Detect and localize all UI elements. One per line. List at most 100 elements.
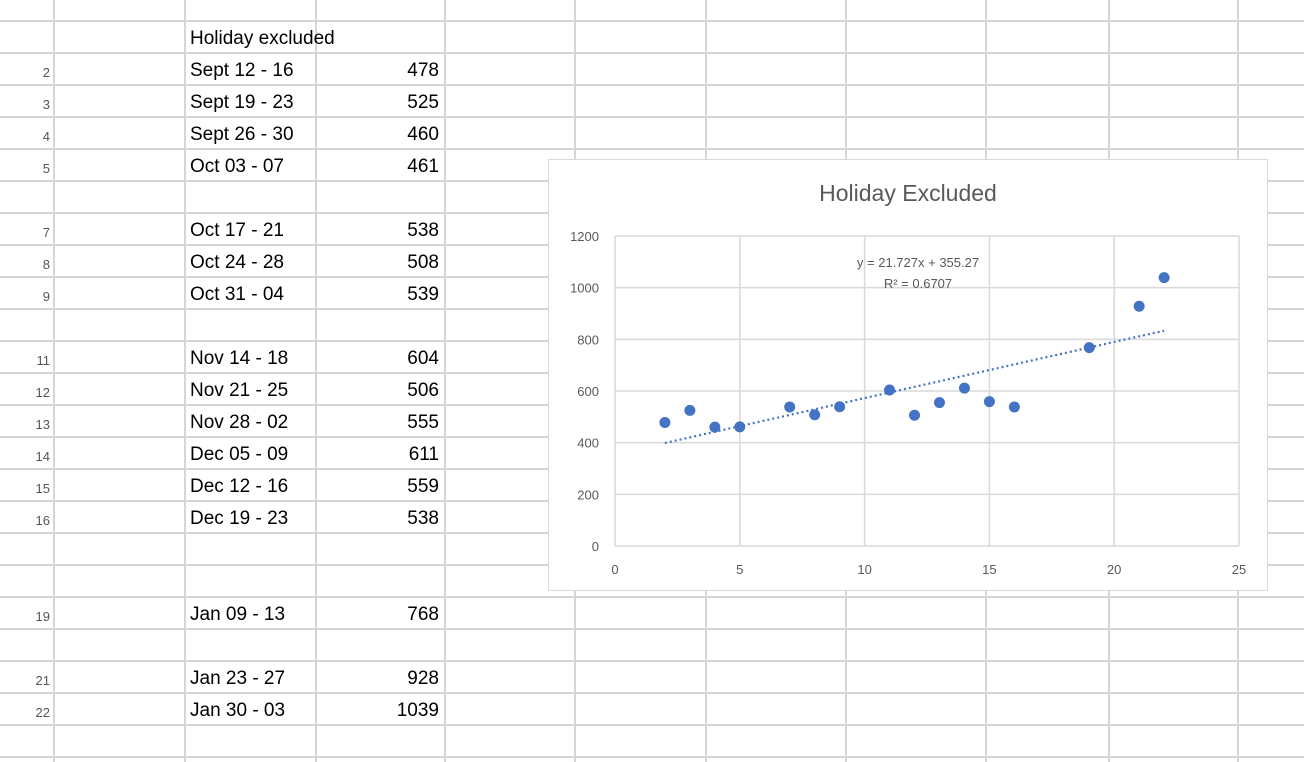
week-cell[interactable]: Dec 12 - 16 [190,476,289,497]
value-cell[interactable] [318,183,439,215]
row-gridline [0,660,1304,662]
row-number [0,185,50,217]
value-cell[interactable] [318,311,439,343]
x-tick-label: 10 [857,562,871,577]
row-number: 19 [35,609,50,624]
column-gridline [444,0,446,762]
row-gridline [0,756,1304,758]
week-cell[interactable]: Oct 31 - 04 [190,284,284,305]
chart-gridlines [614,235,1240,547]
row-number: 21 [35,673,50,688]
trendline-r2: R² = 0.6707 [884,276,952,291]
data-point [784,401,796,413]
value-cell[interactable]: 928 [407,668,439,689]
x-tick-label: 15 [982,562,996,577]
value-cell[interactable] [318,535,439,567]
data-point [809,409,821,421]
row-gridline [0,116,1304,118]
value-cell[interactable] [318,567,439,599]
value-cell[interactable]: 461 [407,156,439,177]
column-gridline [184,0,186,762]
row-number: 4 [42,129,50,144]
week-cell[interactable]: Nov 28 - 02 [190,412,289,433]
data-point [684,404,696,416]
value-cell[interactable]: 460 [407,124,439,145]
row-number: 22 [35,705,50,720]
data-point [834,401,846,413]
row-number: 3 [42,97,50,112]
data-point [1133,300,1145,312]
value-cell[interactable]: 555 [407,412,439,433]
value-cell[interactable]: 559 [407,476,439,497]
data-point [1008,401,1020,413]
row-number: 11 [36,353,51,368]
data-point [1158,272,1170,284]
value-cell[interactable]: 611 [408,444,439,465]
row-number: 7 [42,225,50,240]
column-gridline [315,0,317,762]
week-cell[interactable]: Jan 30 - 03 [190,700,286,721]
week-cell[interactable]: Sept 19 - 23 [190,92,294,113]
value-cell[interactable]: 538 [407,220,439,241]
value-cell[interactable]: 604 [407,348,439,369]
row-gridline [0,52,1304,54]
value-cell[interactable]: 506 [407,380,439,401]
week-cell[interactable]: Jan 23 - 27 [190,668,286,689]
y-axis-tick-labels: 0 200 400 600 800 1000 1200 [570,229,599,554]
row-number: 5 [42,161,50,176]
row-number: 16 [35,513,50,528]
row-number: 13 [35,417,50,432]
data-point [734,421,746,433]
value-cell[interactable] [318,631,439,663]
value-cell[interactable]: 538 [407,508,439,529]
week-cell[interactable]: Jan 09 - 13 [190,604,286,625]
value-cell[interactable]: 525 [407,92,439,113]
trendline-equation: y = 21.727x + 355.27 [857,255,979,270]
data-points [659,272,1170,433]
week-cell[interactable]: Nov 14 - 18 [190,348,289,369]
week-cell[interactable]: Oct 17 - 21 [190,220,284,241]
y-tick-label: 0 [592,539,599,554]
row-gridline [0,596,1304,598]
row-number: 8 [42,257,50,272]
data-point [709,421,721,433]
value-cell[interactable]: 768 [407,604,439,625]
week-cell[interactable]: Dec 19 - 23 [190,508,289,529]
week-cell[interactable]: Dec 05 - 09 [190,444,289,465]
linear-trendline [664,329,1165,445]
value-cell[interactable]: 539 [407,284,439,305]
row-gridline [0,20,1304,22]
week-cell[interactable]: Nov 21 - 25 [190,380,289,401]
data-point [1083,342,1095,354]
value-cell[interactable]: 478 [407,60,439,81]
week-cell[interactable]: Oct 24 - 28 [190,252,284,273]
row-number: 14 [35,449,50,464]
x-tick-label: 5 [736,562,743,577]
y-tick-label: 1000 [570,281,599,296]
column-gridline [53,0,55,762]
row-number [0,633,50,665]
y-tick-label: 200 [577,487,599,502]
x-axis-tick-labels: 0 5 10 15 20 25 [611,562,1246,577]
week-cell[interactable]: Sept 26 - 30 [190,124,294,145]
row-number: 9 [42,289,50,304]
row-number: 2 [42,65,50,80]
row-number [0,313,50,345]
y-tick-label: 600 [577,384,599,399]
sheet-header-cell[interactable]: Holiday excluded [190,28,335,49]
week-cell[interactable]: Oct 03 - 07 [190,156,284,177]
row-number: 15 [35,481,50,496]
value-cell[interactable]: 508 [407,252,439,273]
x-tick-label: 20 [1107,562,1121,577]
y-tick-label: 400 [577,436,599,451]
row-gridline [0,148,1304,150]
row-gridline [0,84,1304,86]
data-point [983,396,995,408]
data-point [659,417,671,429]
y-tick-label: 800 [577,332,599,347]
week-cell[interactable]: Sept 12 - 16 [190,60,294,81]
row-gridline [0,724,1304,726]
value-cell[interactable]: 1039 [396,700,439,721]
scatter-chart[interactable]: Holiday Excluded 0 200 400 600 800 1000 1200 0… [548,159,1268,591]
